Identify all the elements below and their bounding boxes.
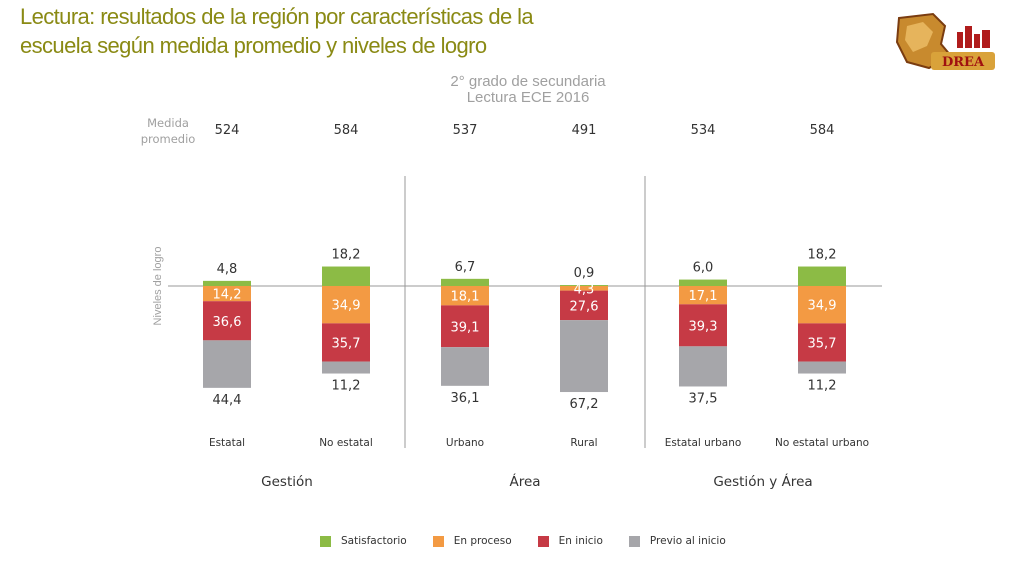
data-label-en-inicio-no-estatal-urbano: 35,7 [808,336,837,351]
data-label-satisfactorio-no-estatal: 18,2 [332,248,361,263]
data-label-en-proceso-rural: 4,3 [574,282,595,297]
bar-en-proceso-no-estatal [322,286,370,324]
slide-title: Lectura: resultados de la región por car… [20,2,580,60]
bar-previo-al-inicio-no-estatal-urbano [798,361,846,374]
average-measure-estatal: 524 [215,123,240,138]
data-label-satisfactorio-rural: 0,9 [574,266,595,281]
bar-previo-al-inicio-no-estatal [322,361,370,374]
chart-title: 2° grado de secundaria [450,73,606,90]
legend-swatch-en-proceso [432,535,444,547]
data-label-en-inicio-no-estatal: 35,7 [332,336,361,351]
bar-previo-al-inicio-urbano [441,347,489,386]
data-label-en-proceso-no-estatal-urbano: 34,9 [808,299,837,314]
bar-en-inicio-rural [560,290,608,321]
legend-label: Satisfactorio [341,535,407,547]
y-axis-label: Niveles de logro [152,247,164,326]
bar-en-inicio-estatal-urbano [679,304,727,347]
bar-en-proceso-rural [560,286,608,291]
slide-title-line-2: escuela según medida promedio y niveles … [20,33,487,58]
category-label-rural: Rural [570,437,597,449]
data-label-en-proceso-urbano: 18,1 [451,290,480,305]
bar-en-proceso-no-estatal-urbano [798,286,846,324]
logo-text: DREA [942,55,985,70]
logo-buildings-icon [957,26,990,48]
measure-label-line-1: Medida [147,116,189,130]
group-label-rea: Área [509,473,540,490]
bar-en-proceso-estatal [203,286,251,302]
bar-satisfactorio-urbano [441,278,489,286]
average-measure-rural: 491 [572,123,597,138]
bar-en-proceso-estatal-urbano [679,286,727,305]
bar-satisfactorio-rural [560,285,608,286]
data-label-en-inicio-estatal-urbano: 39,3 [689,319,718,334]
legend-swatch-satisfactorio [320,535,331,547]
legend-item-en-inicio: En inicio [537,535,603,547]
legend-label: Previo al inicio [649,535,726,547]
legend-item-en-proceso: En proceso [432,535,512,547]
data-label-satisfactorio-estatal: 4,8 [217,262,238,277]
bar-satisfactorio-no-estatal-urbano [798,266,846,286]
bar-en-inicio-no-estatal [322,323,370,362]
bar-previo-al-inicio-estatal [203,340,251,388]
data-label-previo-al-inicio-urbano: 36,1 [451,391,480,406]
group-label-gesti-n: Gestión [261,474,313,490]
data-label-en-proceso-no-estatal: 34,9 [332,299,361,314]
bar-previo-al-inicio-estatal-urbano [679,346,727,387]
legend: Satisfactorio En proceso En inicio Previ… [320,535,752,547]
legend-item-previo-al-inicio: Previo al inicio [628,535,726,547]
data-label-en-inicio-estatal: 36,6 [213,315,242,330]
average-measure-urbano: 537 [453,123,478,138]
legend-swatch-previo-al-inicio [628,535,640,547]
legend-label: En inicio [558,535,603,547]
data-label-previo-al-inicio-estatal-urbano: 37,5 [689,391,718,406]
measure-label-line-2: promedio [141,132,196,146]
bar-satisfactorio-estatal [203,280,251,286]
category-label-no-estatal: No estatal [319,437,373,449]
data-label-en-proceso-estatal: 14,2 [213,288,242,303]
data-label-satisfactorio-estatal-urbano: 6,0 [693,261,714,276]
bars-layer: 4,8 14,2 36,6 44,4 524 Estatal 18,2 34,9 35,7 11,… [203,123,869,490]
data-label-satisfactorio-urbano: 6,7 [455,260,476,275]
group-label-gesti-n-y-rea: Gestión y Área [713,473,812,490]
legend-label: En proceso [453,535,512,547]
drea-logo: DREA [895,12,995,70]
bar-en-inicio-no-estatal-urbano [798,323,846,362]
data-label-previo-al-inicio-no-estatal: 11,2 [332,379,361,394]
legend-swatch-en-inicio [537,535,549,547]
bar-previo-al-inicio-rural [560,320,608,393]
data-label-en-inicio-urbano: 39,1 [451,320,480,335]
slide-title-line-1: Lectura: resultados de la región por car… [20,4,534,29]
average-measure-estatal-urbano: 534 [691,123,716,138]
category-label-urbano: Urbano [446,437,484,449]
bar-en-inicio-urbano [441,305,489,348]
category-label-estatal: Estatal [209,437,245,449]
legend-item-satisfactorio: Satisfactorio [320,535,407,547]
data-label-previo-al-inicio-estatal: 44,4 [213,393,242,408]
bar-en-inicio-estatal [203,301,251,341]
data-label-previo-al-inicio-rural: 67,2 [570,397,599,412]
bar-satisfactorio-estatal-urbano [679,279,727,286]
bar-satisfactorio-no-estatal [322,266,370,286]
chart-subtitle: Lectura ECE 2016 [467,89,590,106]
category-label-estatal-urbano: Estatal urbano [665,437,742,449]
average-measure-no-estatal: 584 [334,123,359,138]
data-label-en-inicio-rural: 27,6 [570,299,599,314]
bar-en-proceso-urbano [441,286,489,306]
data-label-satisfactorio-no-estatal-urbano: 18,2 [808,248,837,263]
data-label-en-proceso-estatal-urbano: 17,1 [689,289,718,304]
logo-map-detail [905,22,933,52]
average-measure-no-estatal-urbano: 584 [810,123,835,138]
data-label-previo-al-inicio-no-estatal-urbano: 11,2 [808,379,837,394]
category-label-no-estatal-urbano: No estatal urbano [775,437,869,449]
